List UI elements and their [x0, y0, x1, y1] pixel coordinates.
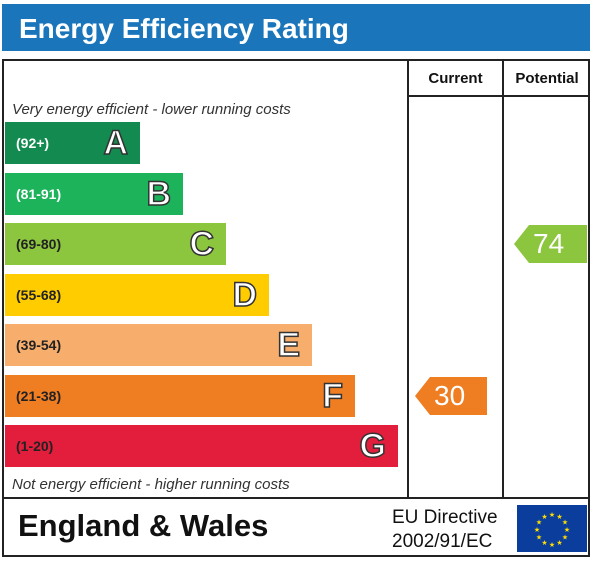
band-c: (69-80) C	[5, 223, 226, 265]
potential-rating-arrow: 74	[514, 225, 587, 263]
band-letter: E	[277, 325, 301, 365]
rating-frame	[2, 59, 590, 557]
band-range-label: (21-38)	[16, 387, 62, 404]
band-range-label: (92+)	[16, 135, 50, 151]
eu-directive: EU Directive 2002/91/EC	[392, 506, 498, 554]
band-range-label: (81-91)	[16, 185, 62, 202]
band-f: (21-38) F	[5, 374, 355, 417]
potential-column-header: Potential	[515, 70, 579, 87]
eu-stars-icon: ★ ★★ ★★★ ★★★ ★★★	[534, 511, 570, 549]
svg-text:★: ★	[534, 526, 540, 534]
svg-text:★: ★	[549, 541, 555, 549]
band-range-label: (1-20)	[16, 438, 54, 454]
bottom-caption: Not energy efficient - higher running co…	[12, 476, 290, 493]
svg-text:★: ★	[536, 519, 542, 527]
current-rating-arrow-shape	[415, 376, 487, 415]
svg-text:★: ★	[549, 511, 555, 519]
region-label: England & Wales	[18, 508, 269, 543]
svg-text:★: ★	[564, 526, 570, 534]
footer-divider	[2, 497, 590, 499]
eu-directive-line2: 2002/91/EC	[392, 531, 493, 552]
band-letter: A	[103, 123, 129, 163]
top-caption: Very energy efficient - lower running co…	[12, 101, 291, 118]
column-divider-current	[407, 59, 409, 499]
band-range-label: (39-54)	[16, 337, 62, 353]
svg-text:★: ★	[536, 534, 542, 542]
potential-rating-arrow-value: 74	[533, 228, 565, 259]
chart-title: Energy Efficiency Rating	[19, 13, 349, 44]
band-letter: C	[189, 224, 215, 264]
current-rating-arrow-value: 30	[434, 379, 466, 411]
svg-text:★: ★	[556, 539, 562, 547]
potential-rating-arrow-shape	[514, 225, 587, 263]
band-d: (55-68) D	[5, 273, 269, 316]
column-divider-potential	[502, 59, 504, 499]
header-row-divider	[407, 95, 590, 97]
band-g: (1-20) G	[5, 425, 398, 467]
title-bar: Energy Efficiency Rating	[2, 4, 590, 51]
band-letter: F	[321, 376, 343, 416]
band-range-label: (55-68)	[16, 286, 62, 303]
svg-text:★: ★	[562, 519, 568, 527]
svg-text:★: ★	[541, 539, 547, 547]
band-letter: B	[146, 174, 172, 214]
band-e: (39-54) E	[5, 324, 312, 366]
current-column-header: Current	[428, 70, 483, 87]
svg-text:★: ★	[562, 534, 568, 542]
band-b: (81-91) B	[5, 172, 183, 215]
band-letter: D	[232, 275, 258, 315]
band-range-label: (69-80)	[16, 236, 62, 252]
svg-text:★: ★	[556, 513, 562, 521]
current-rating-arrow: 30	[415, 376, 487, 415]
eu-flag-icon: ★ ★ ★ ★ ★ ★ ★ ★ ★ ★ ★ ★	[517, 505, 587, 552]
band-a: (92+) A	[5, 122, 140, 164]
eu-directive-line1: EU Directive	[392, 507, 498, 528]
band-letter: G	[359, 426, 387, 466]
svg-text:★: ★	[541, 513, 547, 521]
